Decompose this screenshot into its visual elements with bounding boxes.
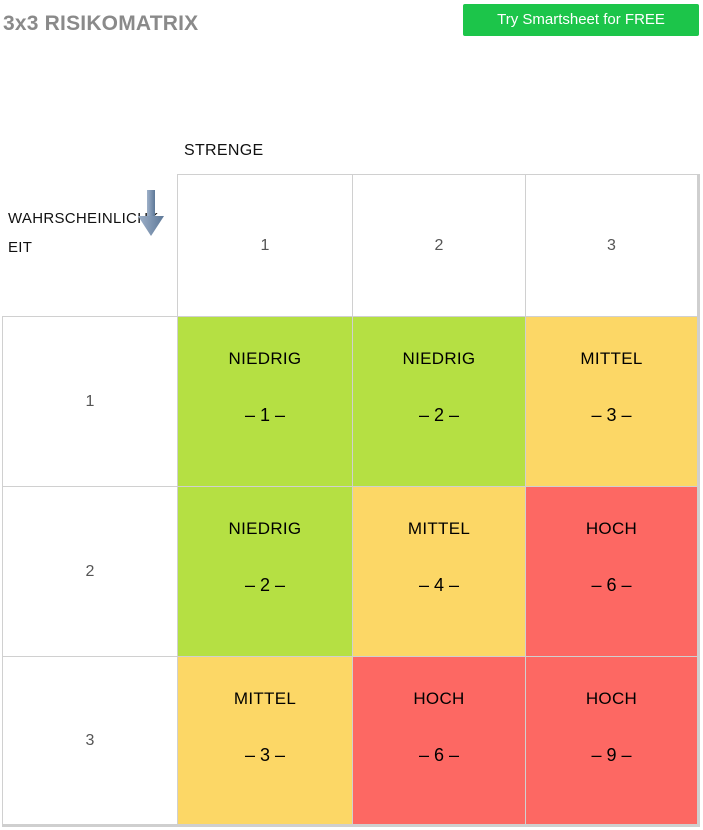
probability-header-label: 2 (85, 562, 95, 580)
risk-cell: HOCH – 9 – (525, 656, 698, 826)
severity-header-3: 3 (525, 174, 698, 317)
risk-score: – 2 – (244, 575, 286, 595)
matrix-border-bottom (2, 824, 699, 827)
risk-cell: HOCH – 6 – (525, 486, 698, 657)
severity-header-label: 1 (260, 236, 270, 254)
risk-level: MITTEL (407, 519, 471, 538)
severity-header-label: 3 (607, 236, 616, 254)
risk-score: – 1 – (244, 405, 286, 425)
risk-level: NIEDRIG (228, 349, 302, 368)
probability-header-label: 3 (85, 732, 95, 749)
page-title: 3x3 RISIKOMATRIX (3, 12, 199, 35)
try-smartsheet-button[interactable]: Try Smartsheet for FREE (463, 4, 699, 36)
risk-cell: NIEDRIG – 2 – (352, 316, 526, 487)
severity-header-2: 2 (352, 174, 526, 317)
risk-score: – 6 – (418, 745, 460, 765)
probability-header-3: 3 (2, 656, 178, 826)
risk-level: NIEDRIG (402, 349, 476, 368)
risk-score: – 6 – (591, 575, 632, 595)
probability-header-1: 1 (2, 316, 178, 487)
risk-cell: HOCH – 6 – (352, 656, 526, 826)
risk-cell: MITTEL – 3 – (525, 316, 698, 487)
probability-axis-label: WAHRSCHEINLICHKEIT (8, 210, 159, 256)
risk-level: MITTEL (580, 349, 643, 368)
risk-level: NIEDRIG (228, 519, 302, 538)
matrix-border-right (697, 174, 700, 827)
probability-header-2: 2 (2, 486, 178, 657)
risk-level: HOCH (585, 519, 638, 538)
severity-header-1: 1 (177, 174, 353, 317)
severity-header-label: 2 (434, 236, 444, 254)
risk-cell: MITTEL – 4 – (352, 486, 526, 657)
risk-level: HOCH (585, 689, 638, 708)
risk-score: – 3 – (244, 745, 286, 765)
probability-header-label: 1 (85, 392, 95, 410)
risk-score: – 2 – (418, 405, 460, 425)
risk-score: – 3 – (591, 405, 632, 425)
arrow-down-icon (138, 190, 164, 236)
risk-cell: NIEDRIG – 1 – (177, 316, 353, 487)
risk-level: HOCH (413, 689, 465, 708)
severity-axis-label: STRENGE (184, 142, 264, 159)
risk-level: MITTEL (233, 689, 297, 708)
risk-cell: NIEDRIG – 2 – (177, 486, 353, 657)
risk-score: – 4 – (418, 575, 460, 595)
risk-cell: MITTEL – 3 – (177, 656, 353, 826)
risk-score: – 9 – (591, 745, 632, 765)
